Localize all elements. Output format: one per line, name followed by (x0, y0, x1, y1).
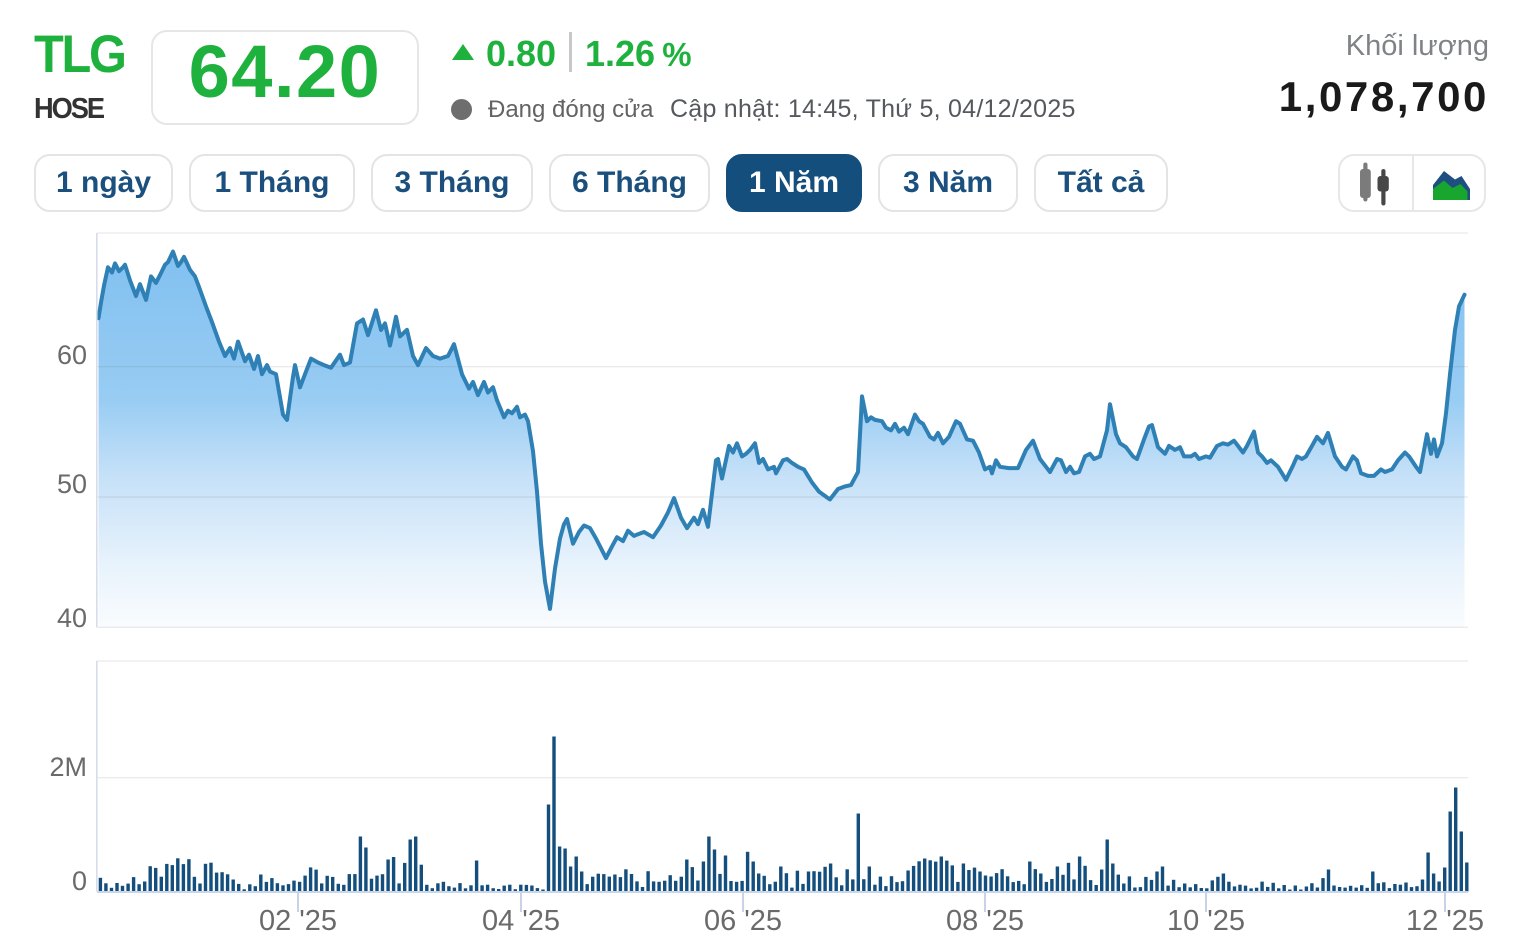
svg-text:10 '25: 10 '25 (1167, 905, 1245, 937)
svg-text:04 '25: 04 '25 (482, 905, 560, 937)
svg-text:2M: 2M (49, 752, 87, 782)
svg-text:12 '25: 12 '25 (1406, 905, 1484, 937)
svg-text:50: 50 (57, 469, 87, 499)
svg-text:40: 40 (57, 603, 87, 633)
svg-text:06 '25: 06 '25 (704, 905, 782, 937)
svg-text:60: 60 (57, 340, 87, 370)
svg-text:08 '25: 08 '25 (946, 905, 1024, 937)
svg-text:02 '25: 02 '25 (259, 905, 337, 937)
svg-text:0: 0 (72, 866, 87, 896)
